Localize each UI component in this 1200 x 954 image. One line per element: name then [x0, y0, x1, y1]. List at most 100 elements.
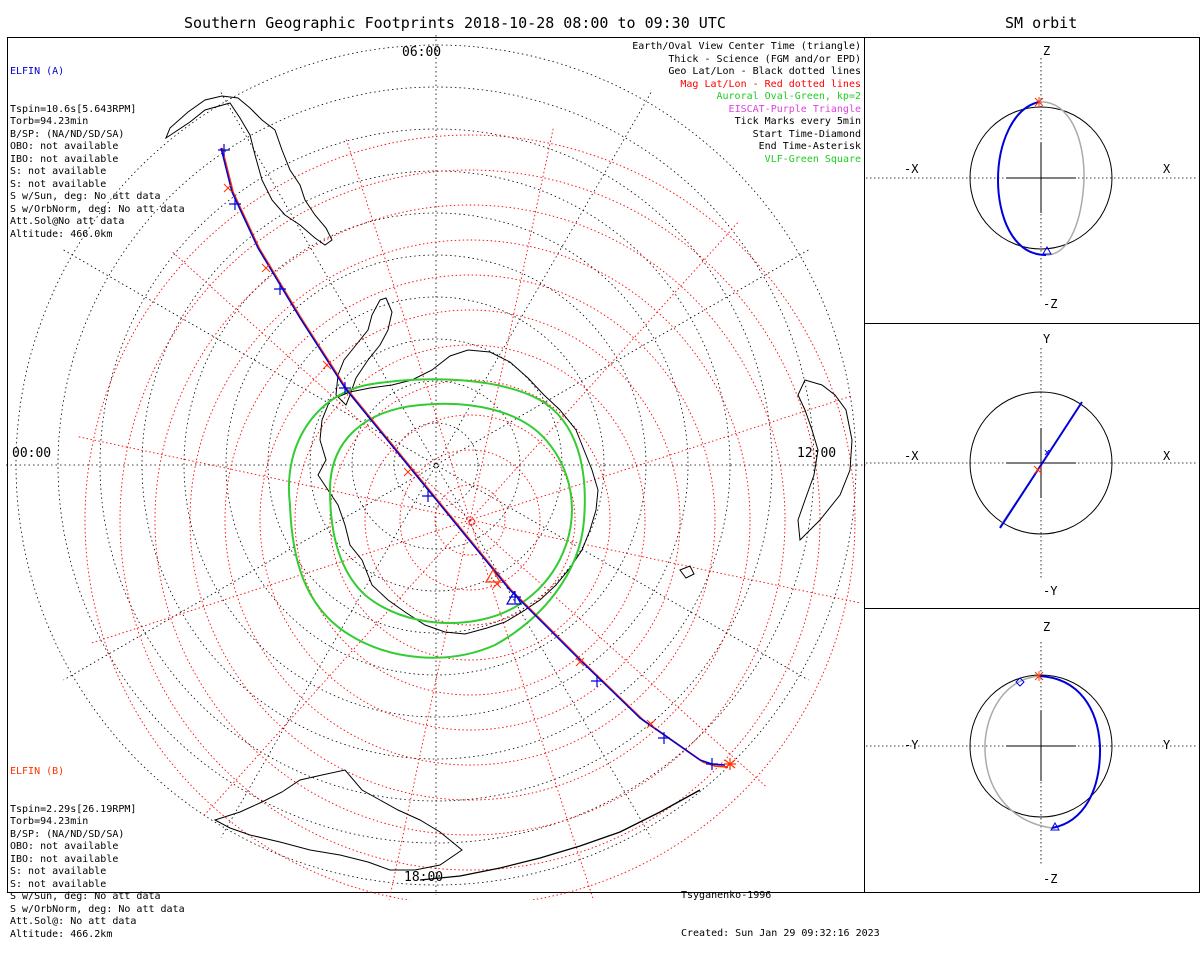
orbit-xy-marker [1033, 465, 1043, 475]
orbit-xy-near [999, 401, 1083, 529]
hour-label-right: 12:00 [797, 446, 837, 461]
view-center-markers [468, 518, 523, 605]
coastlines [164, 95, 853, 881]
elfin-b-track [221, 147, 729, 768]
elfin-b-line: B/SP: (NA/ND/SD/SA) [10, 828, 125, 840]
mag-latitude-circle [294, 344, 646, 696]
elfin-a-track [220, 147, 726, 766]
panel3-bottom-label: -Z [1043, 872, 1058, 886]
elfin-b-line: Altitude: 466.2km [10, 928, 113, 940]
elfin-b-line: S: not available [10, 866, 107, 877]
main-title: Southern Geographic Footprints 2018-10-2… [184, 14, 726, 32]
mag-latitude-circle [189, 239, 751, 801]
panel1-top-label: Z [1043, 44, 1051, 58]
elfin-b-line: OBO: not available [10, 841, 119, 852]
mag-latitude-circle [364, 414, 576, 626]
elfin-a-line: B/SP: (NA/ND/SD/SA) [10, 128, 125, 140]
mag-latitude-circle [329, 379, 611, 661]
elfin-a-line: S w/OrbNorm, deg: No att data [10, 203, 185, 215]
elfin-a-info: ELFIN (A) Tspin=10.6s[5.643RPM] Torb=94.2… [10, 41, 185, 254]
auroral-oval-inner [328, 402, 573, 624]
legend-entry: Auroral Oval-Green, kp=2 [716, 91, 862, 102]
hour-label-bottom: 18:00 [404, 870, 444, 885]
auroral-oval-outer [287, 378, 586, 659]
elfin-b-line: S w/OrbNorm, deg: No att data [10, 903, 185, 915]
legend-entry: Mag Lat/Lon - Red dotted lines [680, 78, 861, 90]
tick-mark-b [261, 263, 271, 273]
orbit-xz-far [1038, 101, 1085, 256]
southern-africa-coast [213, 769, 463, 871]
legend-entry: VLF-Green Square [764, 153, 861, 165]
orbit-yz-diamond [1015, 677, 1025, 687]
legend: Earth/Oval View Center Time (triangle) Th… [632, 41, 861, 166]
mag-latitude-circle [259, 309, 681, 731]
tick-mark-b [322, 360, 332, 370]
orbit-xy-marker-2 [1044, 449, 1050, 456]
hour-label-top: 06:00 [402, 45, 442, 60]
geo-latitude-circle [57, 86, 815, 844]
elfin-b-line: Att.Sol@: No att data [10, 916, 137, 927]
mag-pole-marker [468, 518, 476, 526]
hour-label-left: 00:00 [12, 446, 52, 461]
elfin-a-line: Att.Sol@No att data [10, 216, 125, 227]
model-credit: Tsyganenko-1996 [681, 890, 772, 901]
earth-circle-xz [969, 106, 1113, 250]
orbit-yz-near [1038, 675, 1102, 829]
elfin-a-line: Altitude: 466.0km [10, 228, 113, 240]
panel3-top-label: Z [1043, 620, 1051, 634]
panel2-top-label: Y [1043, 332, 1051, 346]
ground-tracks [218, 144, 729, 770]
antarctic-peninsula [335, 297, 393, 406]
map-and-orbit-graphics [6, 35, 1198, 900]
elfin-a-name: ELFIN (A) [10, 66, 65, 77]
mag-latitude-circle [399, 449, 541, 591]
legend-entry: Tick Marks every 5min [734, 116, 861, 127]
tick-mark-b [646, 719, 656, 729]
elfin-b-line: Torb=94.23min [10, 816, 89, 827]
legend-entry: Thick - Science (FGM and/or EPD) [668, 53, 861, 65]
tick-mark-b [223, 183, 233, 193]
elfin-b-name: ELFIN (B) [10, 766, 65, 777]
elfin-a-line: OBO: not available [10, 141, 119, 152]
credit-block: Tsyganenko-1996 Created: Sun Jan 29 09:3… [681, 865, 880, 953]
elfin-a-line: S: not available [10, 178, 107, 190]
legend-entry: EISCAT-Purple Triangle [728, 103, 861, 115]
elfin-a-lines: Tspin=10.6s[5.643RPM] Torb=94.23min B/SP: … [10, 104, 185, 242]
geo-latitude-circle [183, 212, 689, 718]
south-america-coast [164, 95, 333, 246]
panel1-bottom-label: -Z [1043, 297, 1058, 311]
earth-limb-coast [419, 789, 701, 881]
elfin-b-info: ELFIN (B) Tspin=2.29s[26.19RPM] Torb=94.2… [10, 741, 185, 954]
geo-longitude-line [63, 249, 809, 681]
earth-circle-xy [969, 391, 1113, 535]
elfin-a-line: S: not available [10, 166, 107, 177]
orbit-yz-far [984, 675, 1053, 829]
elfin-b-tick-marks [223, 183, 656, 729]
end-asterisk-b [724, 758, 736, 770]
geo-latitude-circle [351, 380, 521, 550]
panel1-right-label: X [1163, 162, 1171, 176]
mag-longitude-line [388, 128, 554, 900]
sm-orbit-panels [866, 58, 1198, 866]
panel3-right-label: Y [1163, 738, 1171, 752]
elfin-b-line: Tspin=2.29s[26.19RPM] [10, 803, 137, 815]
tick-mark-b [403, 467, 413, 477]
panel2-left-label: -X [904, 449, 919, 463]
elfin-b-lines: Tspin=2.29s[26.19RPM] Torb=94.23min B/SP: … [10, 804, 185, 942]
tick-mark-a [229, 198, 241, 210]
mag-latlon-grid [78, 128, 862, 900]
created-credit: Created: Sun Jan 29 09:32:16 2023 [681, 927, 880, 939]
tick-mark-a [591, 675, 603, 687]
geo-longitude-line [220, 92, 652, 838]
orbit-yz-start-marker [1034, 671, 1044, 681]
orbit-xz-start-marker [1034, 97, 1044, 107]
tick-mark-a [422, 490, 434, 502]
mag-latitude-circle [84, 134, 856, 900]
view-center-triangle-b [484, 568, 502, 583]
legend-entry: Earth/Oval View Center Time (triangle) [632, 41, 861, 52]
tick-mark-a [274, 283, 286, 295]
elfin-a-tick-marks [218, 144, 718, 770]
panel1-left-label: -X [904, 162, 919, 176]
sm-orbit-title: SM orbit [1005, 14, 1078, 32]
tick-mark-a [218, 144, 230, 156]
